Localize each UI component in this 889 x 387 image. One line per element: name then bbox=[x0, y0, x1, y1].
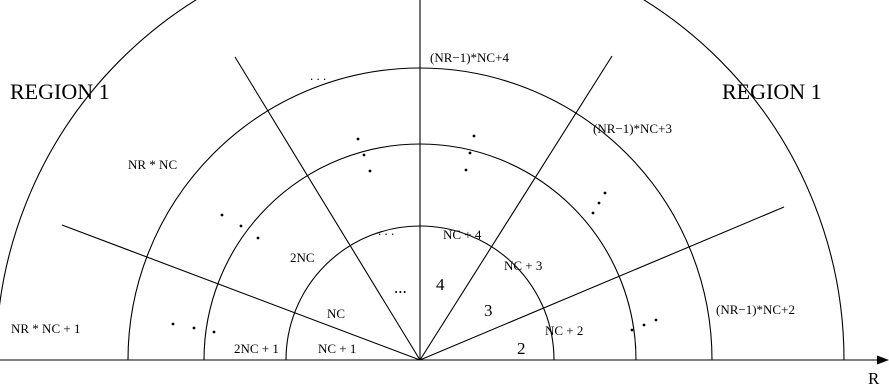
cell-nr-nc: NR * NC bbox=[128, 157, 177, 172]
cell-nr1-nc-plus-4: (NR−1)*NC+4 bbox=[430, 50, 509, 65]
cell-inner-ellipsis: ... bbox=[394, 278, 407, 297]
ring3-vertical-dots-right bbox=[464, 134, 476, 172]
cell-2nc-plus-1: 2NC + 1 bbox=[234, 341, 279, 356]
ring3-diagonal-dots-right bbox=[591, 191, 607, 215]
ring3-horizontal-dots-left bbox=[171, 322, 216, 334]
cell-4: 4 bbox=[436, 275, 445, 294]
spoke-right-mid bbox=[419, 55, 613, 361]
cell-3: 3 bbox=[484, 301, 493, 320]
cell-nc-plus-3: NC + 3 bbox=[504, 258, 542, 273]
spoke-right-low bbox=[419, 206, 785, 361]
cell-nr1-nc-plus-2: (NR−1)*NC+2 bbox=[716, 302, 795, 317]
region-label-left: REGION 1 bbox=[10, 79, 110, 104]
cell-nc-plus-4: NC + 4 bbox=[443, 227, 482, 242]
spoke-left-low bbox=[61, 224, 421, 361]
ring3-vertical-dots-left bbox=[356, 137, 372, 173]
ring3-diagonal-dots-left bbox=[220, 213, 260, 240]
ring3-horizontal-dots-right bbox=[630, 318, 658, 332]
cell-2: 2 bbox=[517, 339, 526, 358]
cell-nr-nc-plus-1: NR * NC + 1 bbox=[11, 321, 80, 336]
cell-outer-top-ellipsis: . . . bbox=[310, 68, 326, 83]
r-axis-label: R bbox=[868, 369, 880, 387]
r-axis-arrowhead bbox=[877, 355, 889, 365]
cell-2nc: 2NC bbox=[290, 250, 315, 265]
cell-nc: NC bbox=[327, 306, 345, 321]
spoke-left-mid bbox=[234, 56, 421, 361]
ring-4-arc bbox=[0, 0, 845, 361]
cell-ring2-ellipsis: . . . bbox=[378, 223, 394, 238]
cell-nr1-nc-plus-3: (NR−1)*NC+3 bbox=[593, 121, 672, 136]
cell-nc-plus-2: NC + 2 bbox=[545, 323, 583, 338]
region-label-right: REGION 1 bbox=[722, 79, 822, 104]
cell-nc-plus-1: NC + 1 bbox=[318, 341, 356, 356]
